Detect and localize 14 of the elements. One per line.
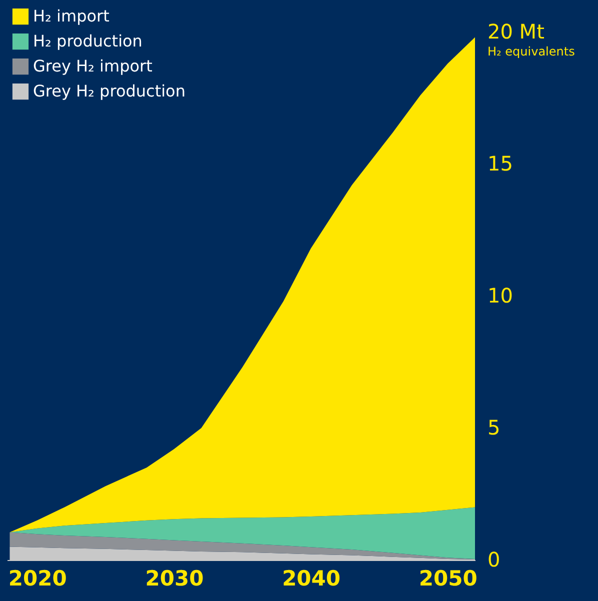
legend-label: Grey H₂ production (33, 82, 186, 100)
y-tick-label: 10 (488, 284, 513, 308)
y-axis-title: H₂ equivalents (488, 44, 575, 58)
x-tick-label: 2020 (8, 566, 67, 590)
y-tick-label: 20 Mt (488, 20, 545, 44)
x-tick-label: 2030 (145, 566, 204, 590)
y-tick-label: 15 (488, 152, 513, 176)
y-tick-label: 5 (488, 416, 500, 440)
y-tick-label: 0 (488, 548, 500, 572)
x-tick-label: 2040 (282, 566, 341, 590)
legend-label: Grey H₂ import (33, 56, 152, 76)
legend-label: H₂ import (33, 6, 110, 26)
legend-label: H₂ production (33, 32, 142, 50)
x-tick-label: 2050 (418, 566, 478, 590)
